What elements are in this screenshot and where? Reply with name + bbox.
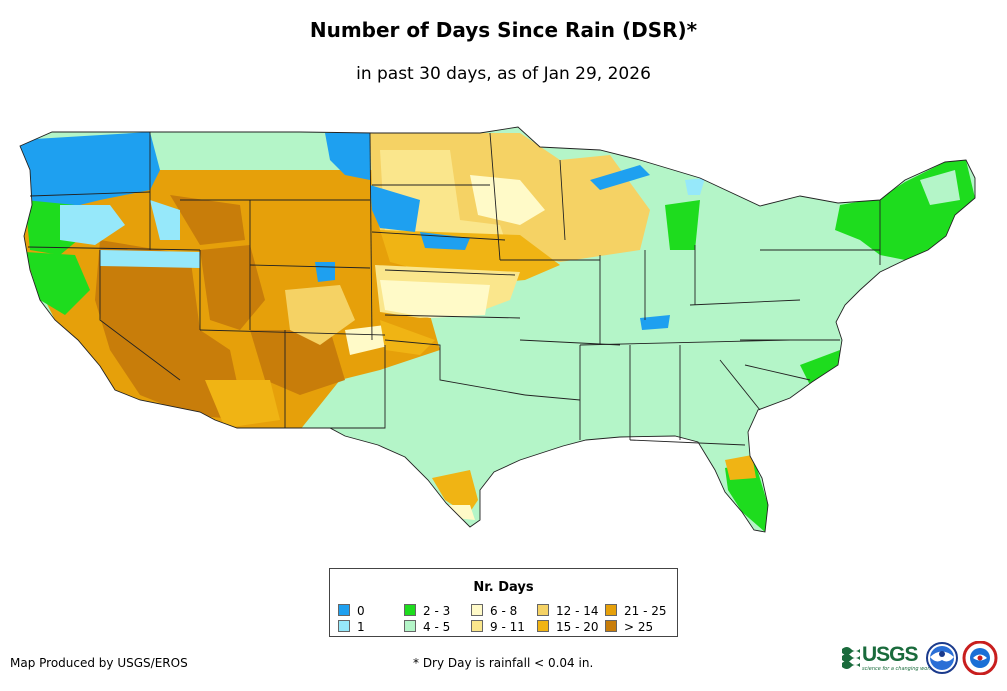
border-ar-la [524,394,581,401]
border-tn-ky [579,339,791,346]
region-6-8-south-texas [440,505,475,520]
region-0-utah [315,262,335,282]
legend-swatch [404,604,416,616]
region-2-3-north-carolina [800,350,845,385]
border-wa-or [29,191,151,197]
region-6-8-new-mexico [345,325,392,355]
legend-label: 2 - 3 [423,604,451,618]
us-outline [19,126,976,533]
border-ks-ok [384,314,521,319]
legend-item-7: 15 - 20 [537,620,599,634]
legend-label: 0 [357,604,365,618]
region-15-20-south-texas [432,470,478,515]
border-mn [489,132,501,261]
legend-label: 21 - 25 [624,604,667,618]
region-2-3-michigan [665,200,700,250]
legend-item-1: 1 [338,620,365,634]
legend-item-9: > 25 [605,620,653,634]
legend-swatch [537,620,549,632]
border-sc-ga [719,359,761,411]
region-6-8-minnesota [470,175,545,225]
legend-label: 12 - 14 [556,604,599,618]
region-2-3-california [25,252,90,315]
legend-label: 4 - 5 [423,620,451,634]
region-over-25-southwest [95,240,245,420]
legend-item-6: 12 - 14 [537,604,599,618]
legend-swatch [471,604,483,616]
region-1-nevada-strip [100,250,200,268]
border-ok-tx [384,339,526,396]
producer-credit: Map Produced by USGS/EROS [10,656,188,670]
region-over-25-idaho [170,195,245,245]
legend: Nr. Days 0 1 2 - 3 4 - 5 6 - 8 9 - 11 12… [329,568,678,637]
border-ne-ks [384,269,516,276]
region-15-20-arizona [205,380,280,428]
region-12-14-colorado [285,285,355,345]
map-title: Number of Days Since Rain (DSR)* [309,18,698,42]
map-subtitle: in past 30 days, as of Jan 29, 2026 [356,64,651,84]
border-mn-wi [559,159,566,241]
noaa-logo [926,642,958,674]
region-0-superior [590,165,650,190]
region-1-lake-huron [685,178,705,195]
region-1-idaho [150,200,180,240]
legend-item-8: 21 - 25 [605,604,667,618]
region-15-20-oklahoma [380,320,435,355]
border-ky-va [689,299,801,306]
legend-label: 15 - 20 [556,620,599,634]
region-4-5-maine-patch [920,170,960,205]
legend-item-2: 2 - 3 [404,604,450,618]
usgs-logo: USGS science for a changing world [842,643,934,675]
usgs-logo-tagline: science for a changing world [862,666,934,672]
border-wy-co [249,264,371,269]
border-or-ca [27,246,201,251]
region-0-nebraska-line [420,232,470,250]
legend-swatch [404,620,416,632]
dsr-color-regions [20,127,975,532]
legend-swatch [537,604,549,616]
region-over-25-nevada [200,245,265,330]
region-6-8-kansas [380,280,490,318]
border-co-ks [369,132,373,341]
dry-day-note: * Dry Day is rainfall < 0.04 in. [413,656,594,670]
nws-logo [962,641,998,675]
legend-swatch [471,620,483,632]
usgs-logo-text: USGS [862,643,919,666]
legend-label: 1 [357,620,365,634]
legend-swatch [338,620,350,632]
region-0-kentucky [640,315,670,330]
region-over-25-four-corners [250,330,345,395]
region-0-northwest [20,132,160,225]
legend-item-0: 0 [338,604,365,618]
legend-label: 6 - 8 [490,604,518,618]
legend-label: 9 - 11 [490,620,525,634]
legend-swatch [605,620,617,632]
region-0-dakota [370,185,420,232]
legend-item-4: 6 - 8 [471,604,517,618]
border-ga-fl [629,439,746,446]
state-boundaries [19,126,976,533]
border-sd-ne [371,231,506,241]
region-1-oregon [60,205,125,245]
legend-swatch [605,604,617,616]
legend-swatch [338,604,350,616]
region-0-montana [325,133,370,180]
legend-label: > 25 [624,620,654,634]
border-tx-nm [330,345,386,429]
legend-title: Nr. Days [473,580,534,595]
border-ca-nv [99,250,181,381]
usgs-wave-icon [842,647,860,669]
legend-item-5: 9 - 11 [471,620,525,634]
region-15-20-florida [725,455,756,480]
border-four-corners [199,329,386,336]
border-nc-sc [744,364,811,381]
legend-item-3: 4 - 5 [404,620,450,634]
